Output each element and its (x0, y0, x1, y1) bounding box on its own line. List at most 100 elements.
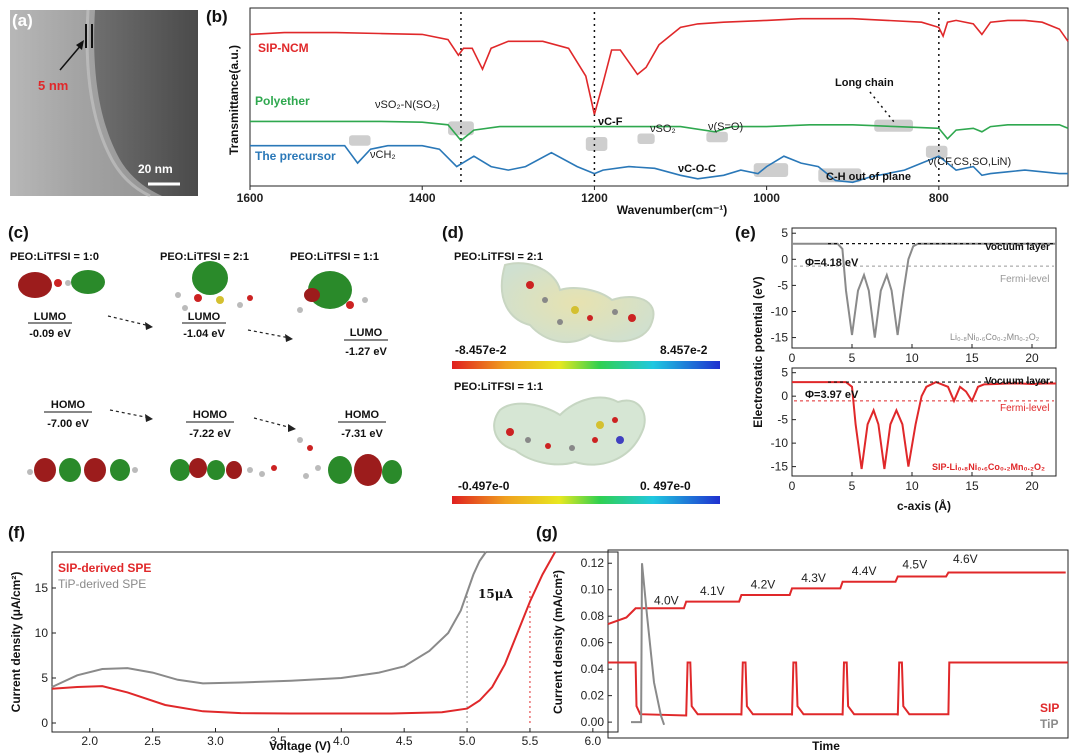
vacuum-label-bottom: Vocuum layer (985, 376, 1050, 387)
e-xtick-label: 5 (849, 479, 856, 493)
e-xtick-label: 20 (1025, 479, 1039, 493)
g-ytick-label: 0.12 (581, 556, 605, 570)
d-scale-max-1: 8.457e-2 (660, 343, 708, 357)
e-xlabel: c-axis (Å) (897, 498, 951, 513)
g-ytick-label: 0.02 (581, 689, 605, 703)
scale-bar-label: 20 nm (138, 162, 173, 176)
panel-label-b: (b) (206, 7, 228, 26)
band-highlight (349, 135, 371, 146)
f-ylabel: Current density (μA/cm²) (9, 572, 23, 713)
d-scale-min-1: -8.457e-2 (455, 343, 507, 357)
b-tick-label: 800 (929, 191, 949, 205)
e-ytick-label: -10 (771, 436, 789, 450)
e-ytick-label: -15 (771, 331, 789, 345)
homo-value-1: -7.00 eV (47, 418, 89, 430)
f-xlabel: Voltage (V) (269, 739, 331, 753)
lumo-label-3: LUMO (350, 327, 383, 339)
colorbar (452, 361, 720, 369)
e-ytick-label: -10 (771, 304, 789, 318)
lsv-curve-1 (51, 551, 487, 688)
annotation-ch-oop: C-H out of plane (826, 171, 911, 183)
b-tick-label: 1600 (237, 191, 264, 205)
g-xlabel: Time (812, 739, 840, 753)
homo-value-3: -7.31 eV (341, 428, 383, 440)
panel-label-g: (g) (536, 523, 558, 542)
e-ytick-label: 0 (781, 389, 788, 403)
panel-g: (g) 4.0V 4.1V 4.2V 4.3V 4.4V 4.5V 4.6V 0.00 0.02… (536, 523, 1069, 753)
f-xtick-label: 4.0 (333, 734, 350, 748)
d-title-1: PEO:LiTFSI = 2:1 (454, 251, 543, 263)
panel-label-c: (c) (8, 223, 29, 242)
e-xtick-label: 0 (789, 479, 796, 493)
f-ytick-label: 5 (41, 671, 48, 685)
sip-upper-curve (607, 571, 1066, 626)
f-xtick-label: 3.5 (270, 734, 287, 748)
step-voltage-label: 4.1V (700, 584, 725, 598)
b-tick-label: 1200 (581, 191, 608, 205)
g-ytick-label: 0.10 (581, 583, 605, 597)
b-ylabel: Transmittance(a.u.) (227, 45, 241, 155)
plot-frame (249, 7, 1069, 187)
lumo-label-2: LUMO (188, 311, 221, 323)
legend-tip-spe: TiP-derived SPE (58, 577, 146, 591)
arrowhead-icon (288, 424, 296, 432)
e-ytick-label: -5 (777, 413, 788, 427)
step-voltage-label: 4.3V (801, 571, 826, 585)
e-ytick-label: -5 (777, 278, 788, 292)
f-xtick-label: 6.0 (585, 734, 602, 748)
lumo-molecule-2 (175, 261, 253, 311)
b-xlabel: Wavenumber(cm⁻¹) (617, 203, 728, 217)
annotation-cf: νC-F (598, 116, 623, 128)
e-xtick-label: 0 (789, 351, 796, 365)
lsv-curve-0 (51, 551, 556, 715)
f-xtick-label: 5.5 (522, 734, 539, 748)
phi-bottom: Φ=3.97 eV (805, 389, 859, 401)
annotation-so: ν(S=O) (708, 121, 743, 133)
band-highlight (637, 133, 655, 144)
panel-f: (f) 2.0 2.5 3.0 3.5 4.0 4.5 5.0 5.5 6.0 0 5 10 15 Cu… (8, 523, 619, 753)
b-tick-label: 1400 (409, 191, 436, 205)
d-scale-max-2: 0. 497e-0 (640, 479, 691, 493)
f-ytick-label: 15 (35, 581, 49, 595)
sip-lower-curve (608, 661, 1068, 717)
g-ylabel: Current density (mA/cm²) (551, 570, 565, 714)
step-voltage-label: 4.6V (953, 552, 978, 566)
annotation-long-chain: Long chain (835, 77, 894, 89)
step-voltage-label: 4.2V (751, 577, 776, 591)
step-voltage-label: 4.5V (902, 558, 927, 572)
lumo-value-3: -1.27 eV (345, 346, 387, 358)
colorbar (452, 496, 720, 504)
annotation-so2n: νSO₂-N(SO₂) (375, 99, 440, 111)
material-label-bottom: SIP-Li₀.₈Ni₀.₆Co₀.₂Mn₀.₂O₂ (932, 462, 1045, 472)
f-xtick-label: 5.0 (459, 734, 476, 748)
ftir-series-2 (250, 144, 1068, 184)
f-xtick-label: 2.0 (81, 734, 98, 748)
annotation-so2: νSO₂ (650, 123, 676, 135)
esp-surface-1 (500, 262, 655, 343)
legend-tip: TiP (1040, 717, 1058, 731)
f-frame (51, 551, 619, 733)
step-voltage-label: 4.4V (852, 564, 877, 578)
band-highlight (706, 131, 728, 143)
lumo-molecule-1 (18, 270, 105, 298)
ftir-series-1 (250, 120, 1069, 142)
legend-sip: SIP (1040, 701, 1059, 715)
step-voltage-label: 4.0V (654, 593, 679, 607)
g-ytick-label: 0.08 (581, 609, 605, 623)
g-frame (607, 549, 1069, 739)
e-xtick-label: 10 (905, 479, 919, 493)
panel-label-e: (e) (735, 223, 756, 242)
homo-molecule-2 (170, 458, 277, 481)
homo-molecule-3 (297, 437, 402, 486)
panel-c: (c) PEO:LiTFSI = 1:0 PEO:LiTFSI = 2:1 PE… (8, 223, 402, 486)
d-scale-min-2: -0.497e-0 (458, 479, 510, 493)
annotation-coc: νC-O-C (678, 163, 716, 175)
f-ytick-label: 0 (41, 716, 48, 730)
potential-curve-1 (792, 381, 1056, 470)
homo-label-1: HOMO (51, 399, 86, 411)
panel-d: (d) PEO:LiTFSI = 2:1 -8.457e-2 8.457e-2 … (442, 223, 720, 504)
e-xtick-label: 15 (965, 479, 979, 493)
material-label-top: Li₀.₈Ni₀.₆Co₀.₂Mn₀.₂O₂ (950, 332, 1040, 342)
fermi-label-top: Fermi-level (1000, 274, 1049, 285)
